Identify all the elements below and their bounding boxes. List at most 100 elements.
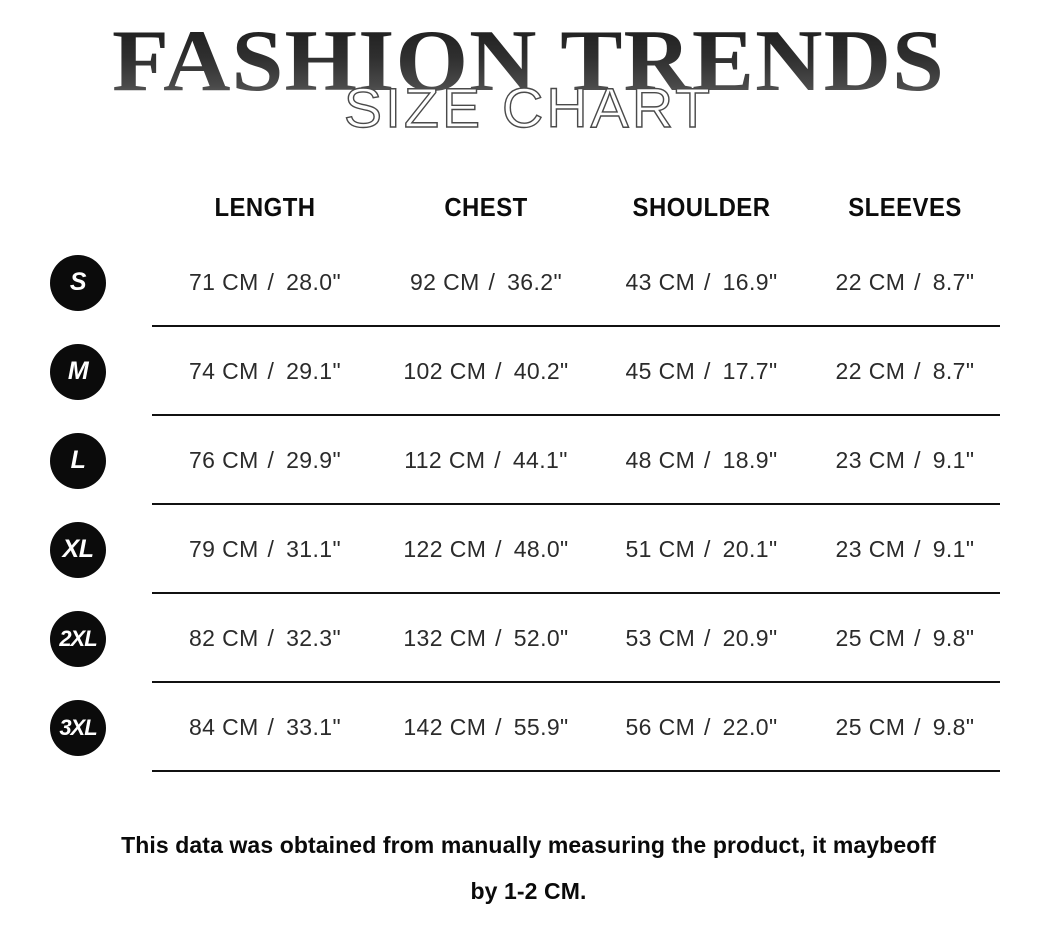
table-row: 2XL 82 CM / 32.3" 132 CM / 52.0" 53 CM /… (0, 594, 1057, 683)
cell-length: 84 CM / 33.1" (152, 714, 378, 741)
value-cm: 71 CM (188, 269, 259, 295)
value-inch: 22.0" (722, 714, 778, 740)
value-cm: 74 CM (188, 358, 259, 384)
value-separator: / (495, 714, 502, 740)
value-separator: / (914, 269, 921, 295)
value-inch: 48.0" (513, 536, 569, 562)
row-divider (152, 503, 1000, 505)
value-cm: 92 CM (409, 269, 480, 295)
cell-length: 76 CM / 29.9" (152, 447, 378, 474)
value-cm: 132 CM (403, 625, 487, 651)
value-inch: 9.8" (932, 714, 975, 740)
value-cm: 51 CM (625, 536, 696, 562)
cell-length: 82 CM / 32.3" (152, 625, 378, 652)
cell-sleeves: 23 CM / 9.1" (809, 536, 1001, 563)
value-cm: 23 CM (835, 447, 906, 473)
cell-length: 74 CM / 29.1" (152, 358, 378, 385)
value-separator: / (704, 447, 711, 473)
cell-shoulder: 48 CM / 18.9" (594, 447, 809, 474)
size-chart-table: LENGTH CHEST SHOULDER SLEEVES S 71 CM / … (0, 176, 1057, 772)
size-badge-cell: L (0, 432, 152, 489)
size-badge-cell: S (0, 254, 152, 311)
cell-chest: 142 CM / 55.9" (378, 714, 594, 741)
value-cm: 102 CM (403, 358, 487, 384)
value-inch: 36.2" (507, 269, 563, 295)
size-badge-cell: XL (0, 521, 152, 578)
size-badge-cell: 3XL (0, 699, 152, 756)
value-cm: 23 CM (835, 536, 906, 562)
value-inch: 28.0" (286, 269, 342, 295)
value-cm: 43 CM (625, 269, 696, 295)
value-inch: 20.9" (722, 625, 778, 651)
value-separator: / (495, 536, 502, 562)
table-row: M 74 CM / 29.1" 102 CM / 40.2" 45 CM / 1… (0, 327, 1057, 416)
value-cm: 122 CM (403, 536, 487, 562)
value-inch: 17.7" (722, 358, 778, 384)
value-separator: / (704, 714, 711, 740)
cell-sleeves: 23 CM / 9.1" (809, 447, 1001, 474)
value-inch: 33.1" (286, 714, 342, 740)
value-separator: / (914, 625, 921, 651)
column-header-sleeves: SLEEVES (848, 191, 962, 222)
footer-line-2: by 1-2 CM. (470, 878, 587, 904)
value-separator: / (914, 358, 921, 384)
value-cm: 79 CM (188, 536, 259, 562)
size-badge: L (50, 432, 106, 489)
value-separator: / (704, 358, 711, 384)
value-inch: 8.7" (932, 358, 975, 384)
cell-sleeves: 22 CM / 8.7" (809, 269, 1001, 296)
cell-chest: 112 CM / 44.1" (378, 447, 594, 474)
value-cm: 48 CM (625, 447, 696, 473)
value-inch: 9.8" (932, 625, 975, 651)
value-cm: 53 CM (625, 625, 696, 651)
size-badge: S (50, 254, 106, 311)
size-badge-cell: M (0, 343, 152, 400)
value-separator: / (914, 714, 921, 740)
value-cm: 142 CM (403, 714, 487, 740)
value-separator: / (488, 269, 496, 295)
value-cm: 56 CM (625, 714, 696, 740)
table-row: L 76 CM / 29.9" 112 CM / 44.1" 48 CM / 1… (0, 416, 1057, 505)
value-separator: / (267, 714, 275, 740)
table-row: XL 79 CM / 31.1" 122 CM / 48.0" 51 CM / … (0, 505, 1057, 594)
column-header-length: LENGTH (214, 191, 316, 222)
cell-shoulder: 43 CM / 16.9" (594, 269, 809, 296)
value-inch: 18.9" (722, 447, 778, 473)
cell-chest: 132 CM / 52.0" (378, 625, 594, 652)
footer-note: This data was obtained from manually mea… (0, 822, 1057, 914)
value-inch: 40.2" (513, 358, 569, 384)
value-separator: / (267, 358, 275, 384)
cell-length: 71 CM / 28.0" (152, 269, 378, 296)
value-inch: 9.1" (932, 447, 975, 473)
value-inch: 52.0" (513, 625, 569, 651)
size-badge-cell: 2XL (0, 610, 152, 667)
value-inch: 44.1" (512, 447, 568, 473)
value-separator: / (914, 536, 921, 562)
value-separator: / (267, 269, 275, 295)
value-inch: 29.1" (286, 358, 342, 384)
value-inch: 29.9" (286, 447, 342, 473)
size-badge: XL (50, 521, 106, 578)
value-inch: 9.1" (932, 536, 975, 562)
cell-sleeves: 25 CM / 9.8" (809, 714, 1001, 741)
size-badge: M (50, 343, 106, 400)
row-divider (152, 681, 1000, 683)
cell-shoulder: 45 CM / 17.7" (594, 358, 809, 385)
value-separator: / (704, 625, 711, 651)
cell-chest: 102 CM / 40.2" (378, 358, 594, 385)
value-inch: 20.1" (722, 536, 778, 562)
row-divider (152, 770, 1000, 772)
row-divider (152, 592, 1000, 594)
column-header-chest: CHEST (444, 191, 528, 222)
value-separator: / (495, 625, 502, 651)
cell-shoulder: 51 CM / 20.1" (594, 536, 809, 563)
value-cm: 25 CM (835, 625, 906, 651)
footer-line-1: This data was obtained from manually mea… (121, 832, 936, 858)
cell-sleeves: 25 CM / 9.8" (809, 625, 1001, 652)
value-separator: / (914, 447, 921, 473)
value-separator: / (494, 447, 502, 473)
cell-chest: 122 CM / 48.0" (378, 536, 594, 563)
value-separator: / (495, 358, 502, 384)
table-header-row: LENGTH CHEST SHOULDER SLEEVES (0, 176, 1057, 238)
table-row: S 71 CM / 28.0" 92 CM / 36.2" 43 CM / 16… (0, 238, 1057, 327)
